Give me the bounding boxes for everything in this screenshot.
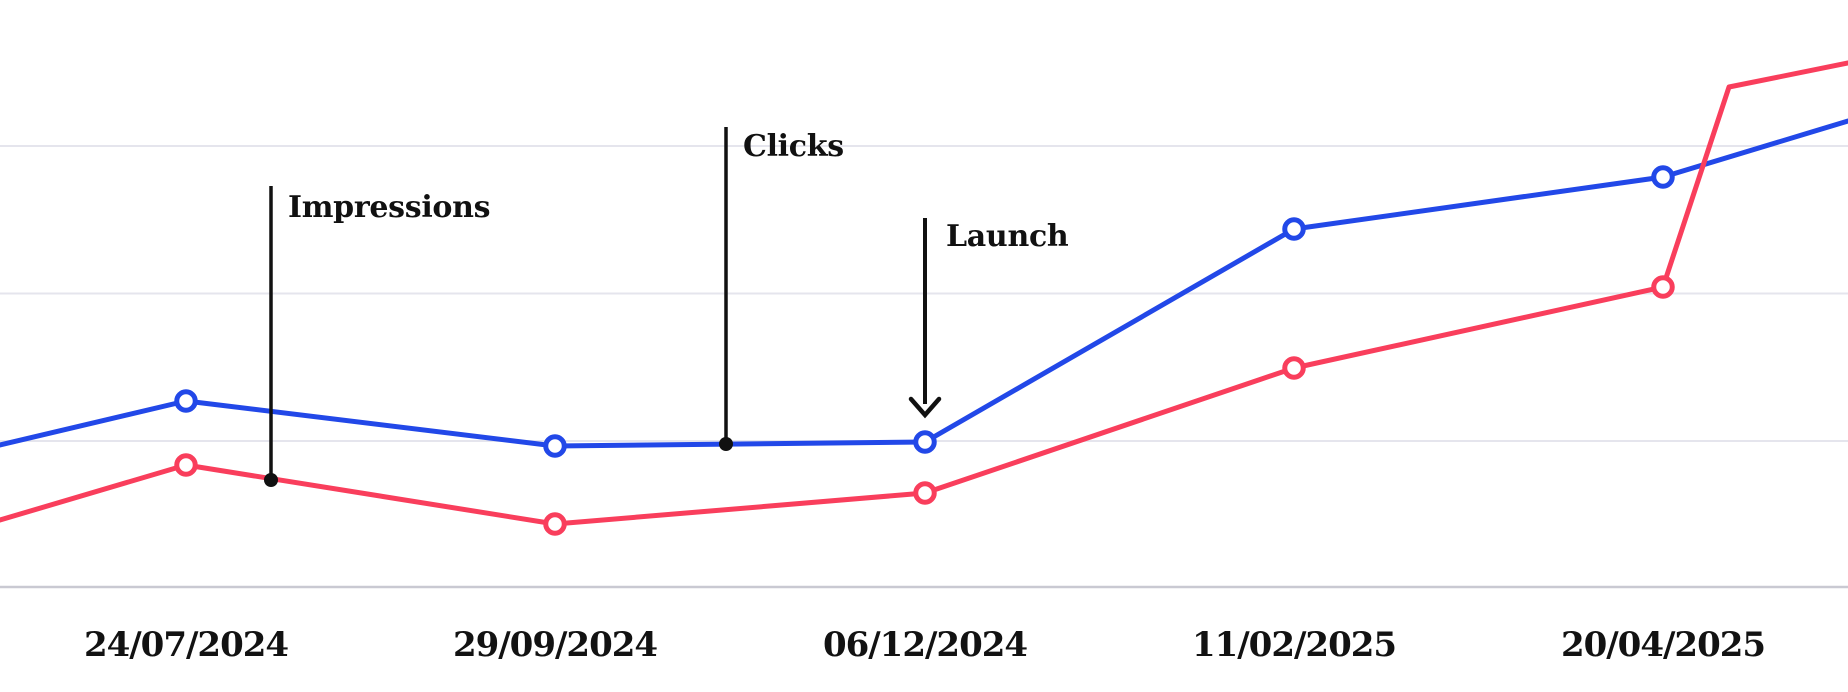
- x-tick-label: 24/07/2024: [83, 625, 289, 665]
- annotation-launch-arrowhead-icon: [908, 396, 942, 419]
- data-point-marker-impressions: [1651, 275, 1675, 299]
- data-point-marker-clicks: [543, 434, 567, 458]
- data-point-marker-clicks: [913, 430, 937, 454]
- data-point-marker-clicks: [1651, 165, 1675, 189]
- data-point-marker-impressions: [174, 453, 198, 477]
- data-point-marker-clicks: [1282, 217, 1306, 241]
- x-tick-label: 29/09/2024: [452, 625, 658, 665]
- data-point-marker-clicks: [174, 389, 198, 413]
- annotation-label-impressions: Impressions: [288, 190, 491, 225]
- x-tick-label: 20/04/2025: [1560, 625, 1766, 665]
- data-point-marker-impressions: [1282, 356, 1306, 380]
- data-point-marker-impressions: [913, 481, 937, 505]
- x-tick-label: 06/12/2024: [822, 625, 1028, 665]
- annotation-clicks-dot: [719, 437, 733, 451]
- x-tick-label: 11/02/2025: [1191, 625, 1397, 665]
- data-point-marker-impressions: [543, 512, 567, 536]
- annotation-label-clicks: Clicks: [743, 129, 844, 164]
- annotation-label-launch: Launch: [946, 219, 1069, 254]
- annotation-impressions-dot: [264, 473, 278, 487]
- series-line-impressions: [0, 60, 1848, 527]
